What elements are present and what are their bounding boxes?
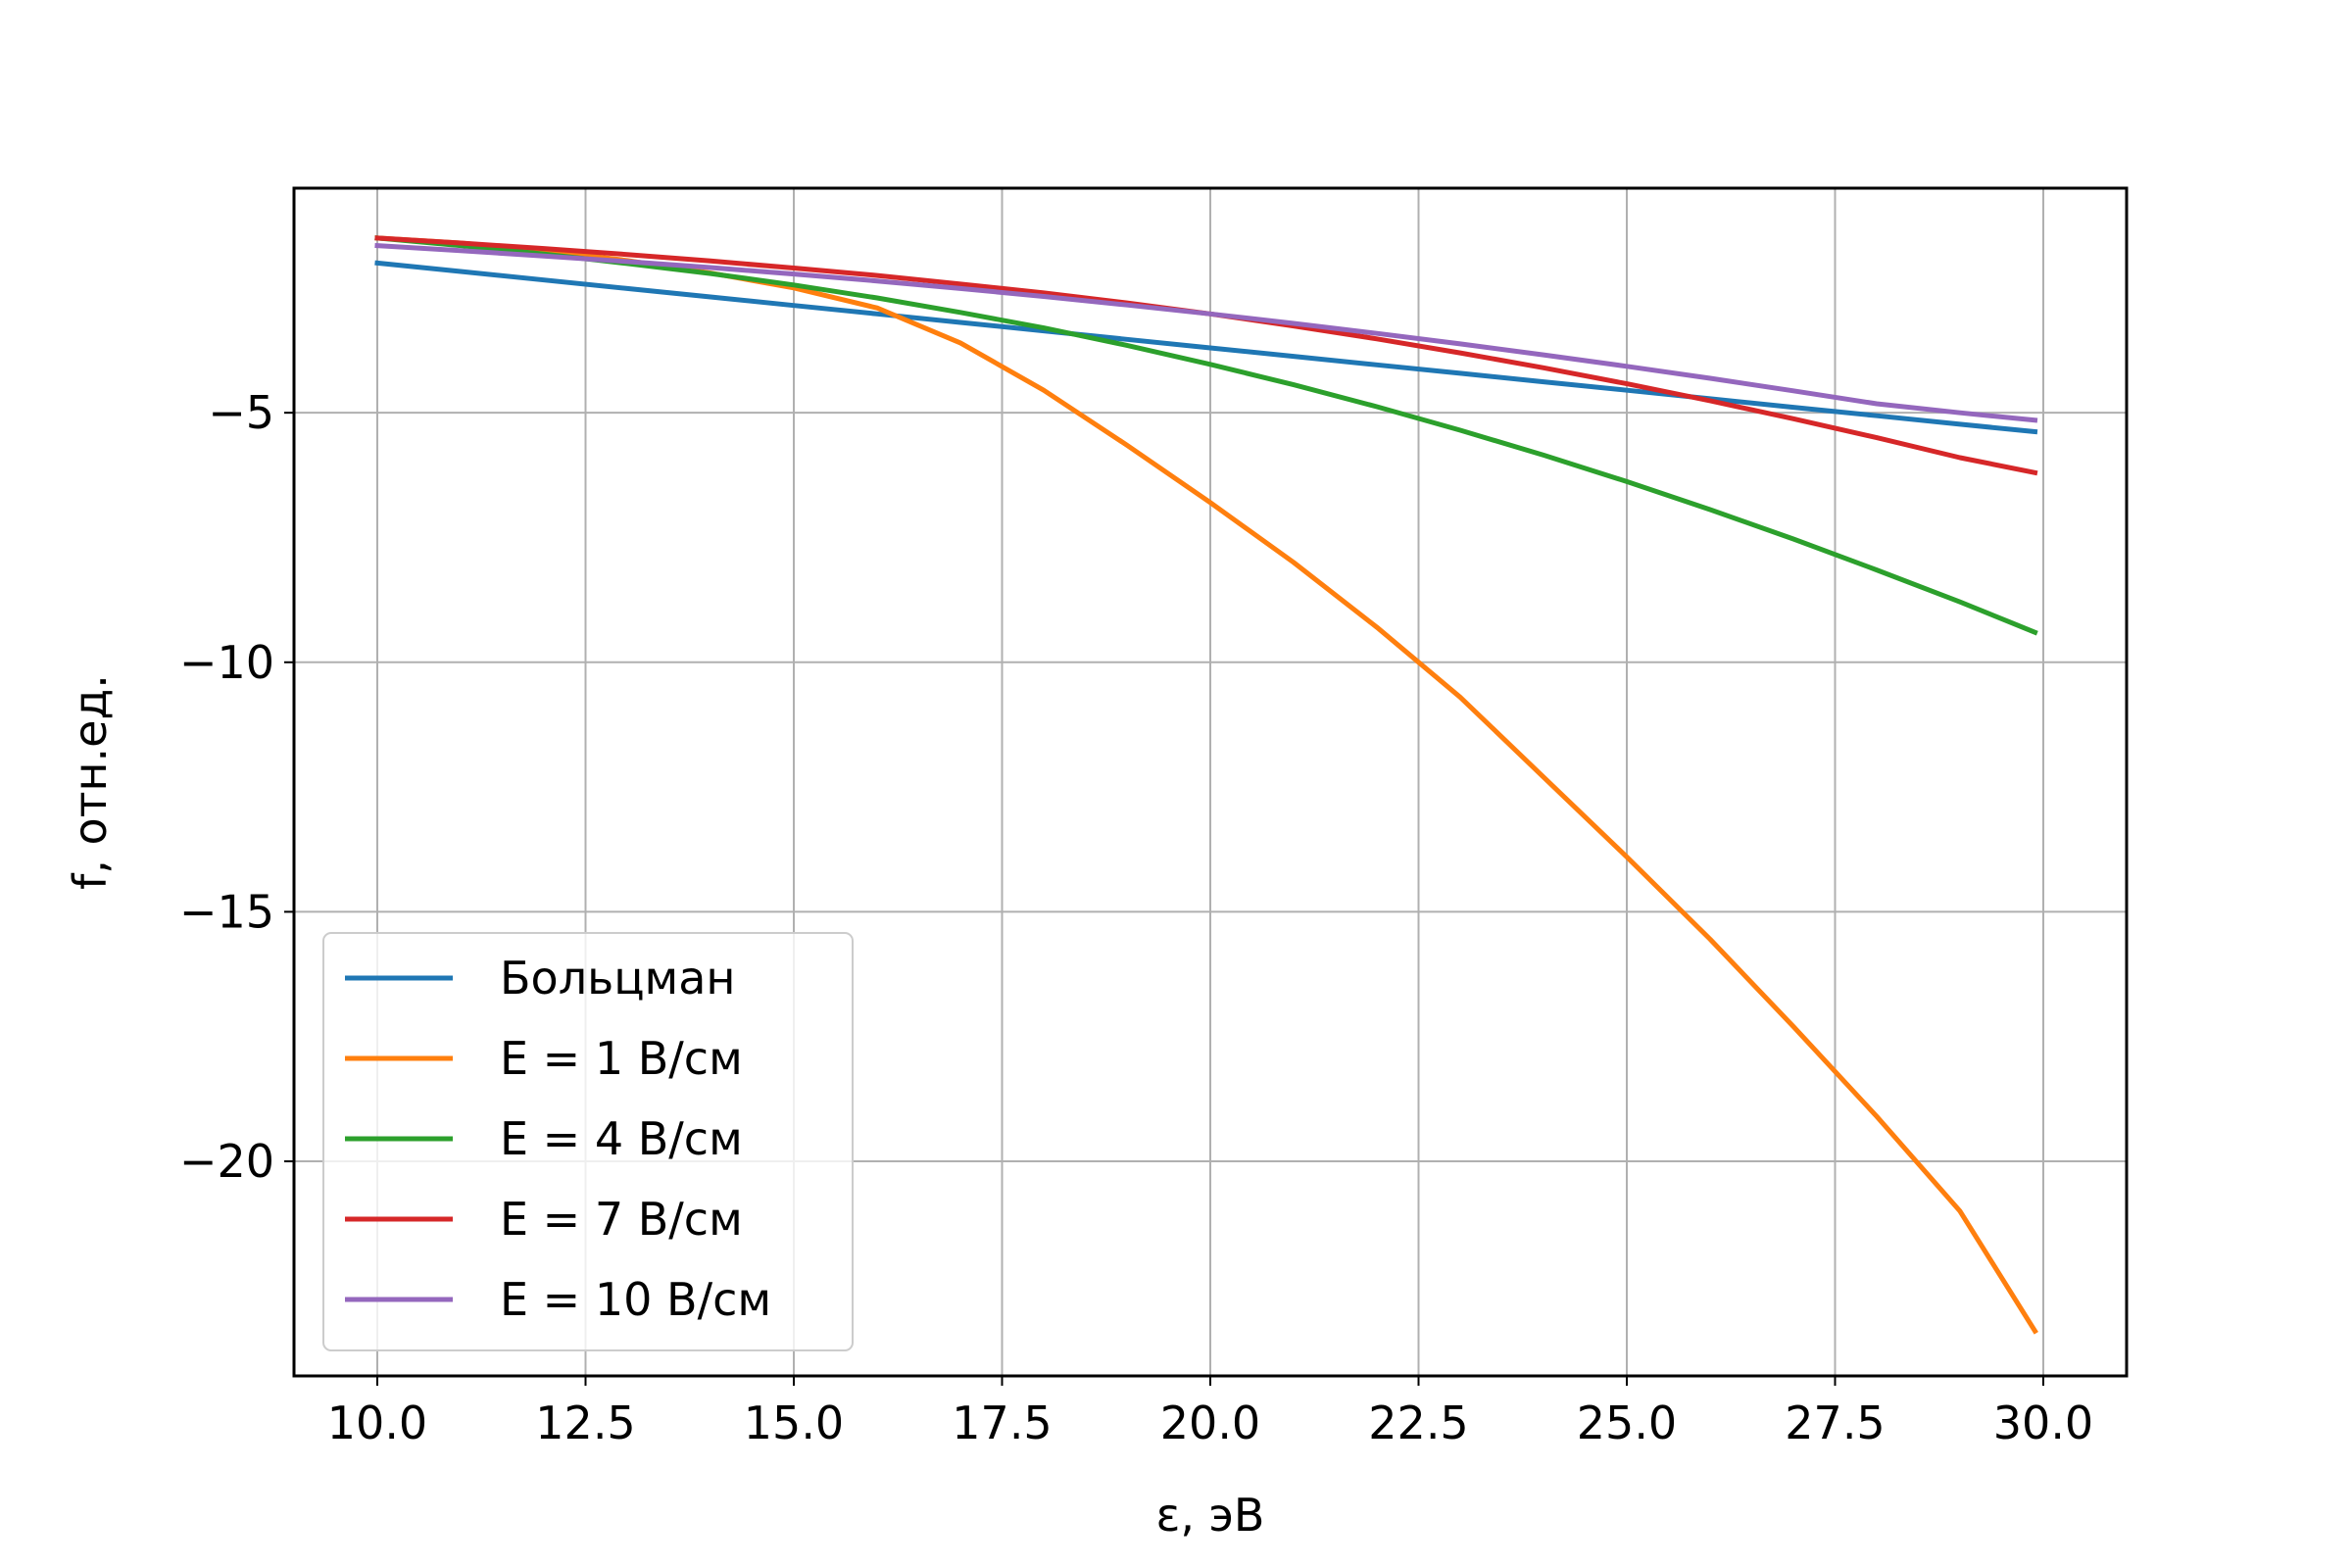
legend-box: [322, 932, 854, 1351]
x-tick-label: 15.0: [744, 1396, 844, 1449]
y-axis-label: f, отн.ед.: [64, 674, 117, 890]
y-tick-label: −15: [179, 885, 274, 938]
legend: Больцман E = 1 В/см E = 4 В/см E = 7 В/см E …: [322, 932, 854, 1351]
series-line-3: [374, 235, 2038, 636]
legend-label: E = 4 В/см: [500, 1112, 743, 1165]
x-axis-label: ε, эВ: [1156, 1489, 1265, 1542]
x-tick-label: 10.0: [327, 1396, 427, 1449]
x-tick-label: 20.0: [1160, 1396, 1260, 1449]
tick-layer: 10.0 12.5 15.0 17.5 20.0 22.5 25.0 27.5 30.0 −5 −1…: [179, 386, 2093, 1449]
legend-label: Больцман: [500, 952, 736, 1004]
legend-label: E = 1 В/см: [500, 1032, 743, 1085]
y-tick-label: −5: [208, 386, 274, 439]
grid-layer: [294, 188, 2127, 1376]
x-tick-label: 17.5: [952, 1396, 1052, 1449]
series-line-5: [374, 242, 2038, 423]
x-tick-label: 30.0: [1993, 1396, 2093, 1449]
series-line-1: [374, 260, 2038, 435]
x-tick-label: 25.0: [1577, 1396, 1677, 1449]
legend-label: E = 7 В/см: [500, 1193, 743, 1246]
y-tick-label: −10: [179, 636, 274, 689]
series-layer: [374, 235, 2038, 1335]
y-tick-label: −20: [179, 1135, 274, 1188]
legend-label: E = 10 В/см: [500, 1273, 771, 1326]
x-tick-label: 12.5: [535, 1396, 635, 1449]
x-tick-label: 22.5: [1368, 1396, 1468, 1449]
x-tick-label: 27.5: [1785, 1396, 1885, 1449]
